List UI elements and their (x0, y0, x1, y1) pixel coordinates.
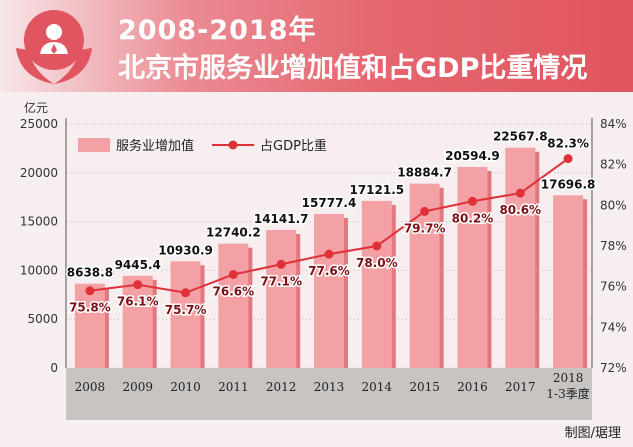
y-tick-label-right: 78% (600, 239, 627, 253)
line-value-label: 78.0% (356, 256, 398, 270)
line-value-label: 75.7% (165, 303, 207, 317)
line-point (420, 206, 430, 216)
legend-line-marker (228, 140, 238, 150)
y-tick-label-right: 84% (600, 117, 627, 131)
bar-value-label: 14141.7 (254, 212, 309, 226)
line-value-label: 77.6% (308, 264, 350, 278)
x-tick-label: 2010 (170, 380, 201, 394)
bar-value-label: 9445.4 (115, 258, 161, 272)
bar (218, 243, 249, 368)
y-tick-label-left: 10000 (20, 263, 58, 277)
bar (170, 261, 201, 368)
x-tick-label: 2009 (122, 380, 153, 394)
chart-title: 北京市服务业增加值和占GDP比重情况 (118, 53, 588, 84)
line-point (85, 286, 95, 296)
x-axis-band (66, 368, 592, 420)
x-tick-label: 2011 (218, 380, 249, 394)
bar-value-label: 20594.9 (445, 149, 500, 163)
chart-area: 0 5000 10000 15000 20000 25000 亿元 72% 74% 76% 78% 8… (20, 100, 627, 420)
chart-header: 2008-2018年 北京市服务业增加值和占GDP比重情况 (0, 0, 633, 92)
x-tick-label: 2013 (314, 380, 345, 394)
bar (266, 229, 297, 368)
bar (553, 195, 584, 368)
legend-line-label: 占GDP比重 (260, 138, 327, 154)
bar (314, 214, 344, 368)
y-tick-label-right: 74% (600, 320, 627, 334)
bar-value-label: 17121.5 (349, 183, 404, 197)
x-tick-label: 2014 (362, 380, 393, 394)
y-tick-label-right: 82% (600, 158, 627, 172)
credit-label: 制图/琚理 (564, 426, 621, 441)
bar (505, 147, 536, 368)
y-tick-label-right: 76% (600, 280, 627, 294)
line-value-label: 77.1% (260, 274, 302, 288)
line-point (133, 280, 143, 290)
line-point (515, 188, 525, 198)
bar-value-label: 17696.8 (541, 177, 596, 191)
x-tick-label: 1-3季度 (546, 386, 589, 401)
x-tick-label: 2017 (505, 380, 536, 394)
y-tick-label-left: 20000 (20, 166, 58, 180)
x-tick-label: 2012 (266, 380, 297, 394)
x-tick-label: 2016 (457, 380, 488, 394)
line-point (467, 196, 477, 206)
service-person-emblem-icon (16, 10, 92, 84)
line-point (324, 249, 334, 259)
x-tick-label: 2018 (553, 371, 584, 385)
bar-value-label: 22567.8 (493, 130, 548, 144)
bar-value-label: 8638.8 (67, 266, 113, 280)
line-point (181, 288, 191, 298)
bar (122, 275, 153, 368)
line-point (563, 154, 573, 164)
bar (74, 283, 105, 368)
line-value-label: 79.7% (404, 221, 446, 235)
y-tick-label-left: 15000 (20, 215, 58, 229)
y-tick-label-left: 0 (50, 361, 58, 375)
x-tick-label: 2015 (409, 380, 440, 394)
line-value-label: 80.6% (499, 203, 541, 217)
line-point (228, 269, 238, 279)
y-tick-label-left: 5000 (27, 312, 58, 326)
y-tick-label-right: 72% (600, 361, 627, 375)
line-value-label: 76.1% (117, 295, 159, 309)
legend-bar-label: 服务业增加值 (116, 138, 194, 154)
line-value-label: 76.6% (213, 284, 255, 298)
bar-value-label: 18884.7 (397, 166, 452, 180)
line-point (276, 259, 286, 269)
line-value-label: 80.2% (452, 211, 494, 225)
legend-bar-swatch (78, 138, 110, 152)
line-value-label: 75.8% (69, 301, 111, 315)
bar-value-label: 15777.4 (302, 196, 357, 210)
y-tick-label-left: 25000 (20, 117, 58, 131)
line-point (372, 241, 382, 251)
line-value-label: 82.3% (547, 137, 589, 151)
bar-value-label: 12740.2 (206, 226, 261, 240)
chart-title-years: 2008-2018年 (118, 15, 317, 46)
y-axis-label-left: 亿元 (24, 100, 48, 115)
bar-value-label: 10930.9 (158, 243, 213, 257)
bar (361, 200, 392, 368)
x-tick-label: 2008 (75, 380, 106, 394)
y-tick-label-right: 80% (600, 198, 627, 212)
